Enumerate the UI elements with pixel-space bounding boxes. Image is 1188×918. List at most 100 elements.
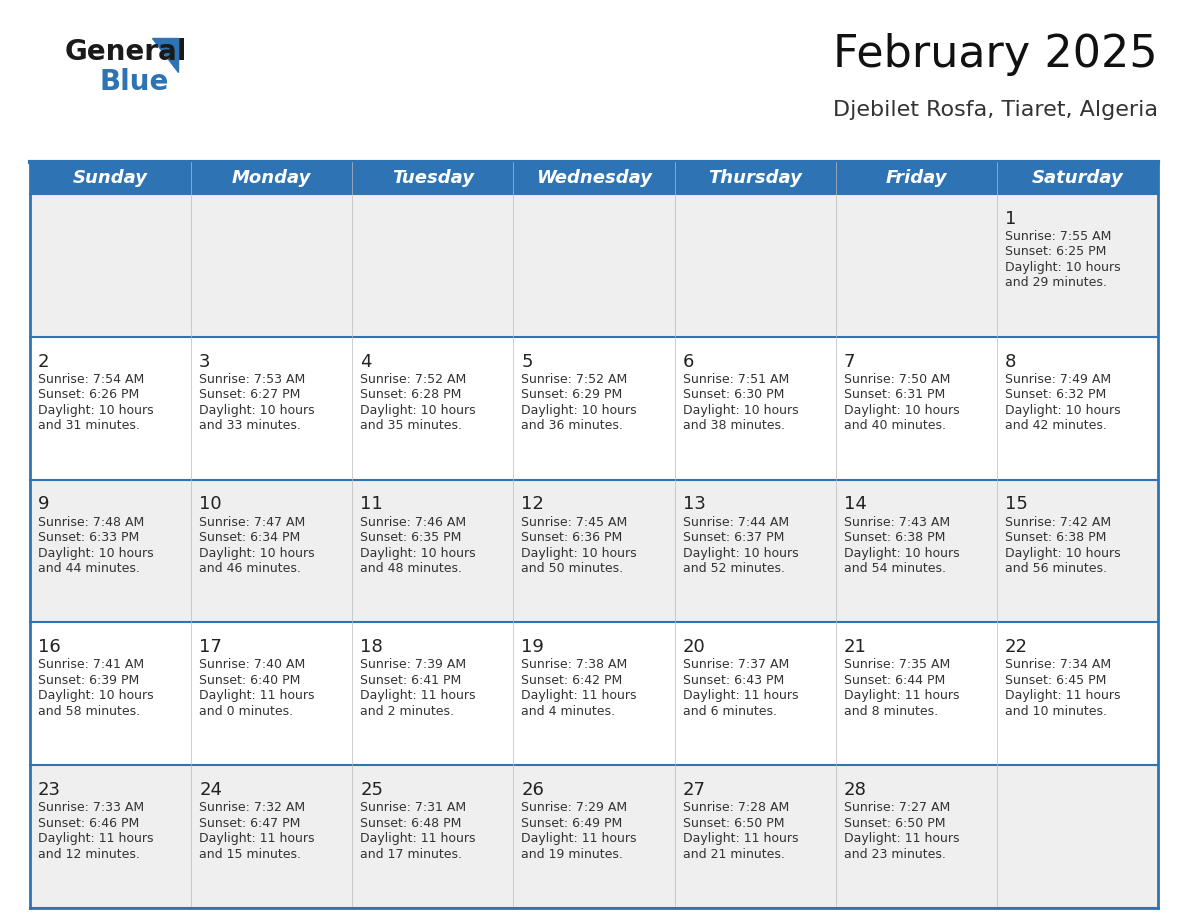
Text: Sunrise: 7:32 AM: Sunrise: 7:32 AM	[200, 801, 305, 814]
Text: 18: 18	[360, 638, 383, 656]
Text: and 17 minutes.: and 17 minutes.	[360, 847, 462, 860]
Text: Wednesday: Wednesday	[536, 169, 652, 187]
Text: Sunrise: 7:41 AM: Sunrise: 7:41 AM	[38, 658, 144, 671]
Text: and 48 minutes.: and 48 minutes.	[360, 562, 462, 575]
Text: Sunset: 6:36 PM: Sunset: 6:36 PM	[522, 531, 623, 544]
Text: Sunrise: 7:47 AM: Sunrise: 7:47 AM	[200, 516, 305, 529]
Text: and 4 minutes.: and 4 minutes.	[522, 705, 615, 718]
Text: Sunset: 6:30 PM: Sunset: 6:30 PM	[683, 388, 784, 401]
Text: and 12 minutes.: and 12 minutes.	[38, 847, 140, 860]
Text: and 31 minutes.: and 31 minutes.	[38, 420, 140, 432]
Text: 8: 8	[1005, 353, 1016, 371]
Text: Sunrise: 7:34 AM: Sunrise: 7:34 AM	[1005, 658, 1111, 671]
Text: Sunset: 6:34 PM: Sunset: 6:34 PM	[200, 531, 301, 544]
Text: Sunset: 6:49 PM: Sunset: 6:49 PM	[522, 817, 623, 830]
Text: Daylight: 10 hours: Daylight: 10 hours	[1005, 546, 1120, 559]
Text: 25: 25	[360, 781, 384, 799]
Text: and 8 minutes.: and 8 minutes.	[843, 705, 937, 718]
Text: 11: 11	[360, 496, 383, 513]
Bar	[30, 479, 1158, 622]
Text: Daylight: 10 hours: Daylight: 10 hours	[683, 546, 798, 559]
Text: Daylight: 11 hours: Daylight: 11 hours	[200, 689, 315, 702]
Text: Daylight: 10 hours: Daylight: 10 hours	[522, 546, 637, 559]
Text: and 19 minutes.: and 19 minutes.	[522, 847, 624, 860]
Text: Sunrise: 7:38 AM: Sunrise: 7:38 AM	[522, 658, 627, 671]
Polygon shape	[152, 38, 178, 72]
Text: Daylight: 10 hours: Daylight: 10 hours	[200, 546, 315, 559]
Text: and 15 minutes.: and 15 minutes.	[200, 847, 301, 860]
Text: Daylight: 11 hours: Daylight: 11 hours	[522, 832, 637, 845]
Text: Sunset: 6:39 PM: Sunset: 6:39 PM	[38, 674, 139, 687]
Text: Friday: Friday	[885, 169, 947, 187]
Text: 19: 19	[522, 638, 544, 656]
Text: Sunset: 6:48 PM: Sunset: 6:48 PM	[360, 817, 462, 830]
Text: 3: 3	[200, 353, 210, 371]
Text: Sunset: 6:29 PM: Sunset: 6:29 PM	[522, 388, 623, 401]
Text: Blue: Blue	[100, 68, 170, 96]
Text: 1: 1	[1005, 209, 1016, 228]
Text: Sunset: 6:50 PM: Sunset: 6:50 PM	[683, 817, 784, 830]
Text: Sunrise: 7:53 AM: Sunrise: 7:53 AM	[200, 373, 305, 386]
Text: Sunrise: 7:43 AM: Sunrise: 7:43 AM	[843, 516, 950, 529]
Text: Sunset: 6:40 PM: Sunset: 6:40 PM	[200, 674, 301, 687]
Text: and 52 minutes.: and 52 minutes.	[683, 562, 784, 575]
Text: and 44 minutes.: and 44 minutes.	[38, 562, 140, 575]
Text: Sunset: 6:31 PM: Sunset: 6:31 PM	[843, 388, 944, 401]
Text: Sunrise: 7:44 AM: Sunrise: 7:44 AM	[683, 516, 789, 529]
Text: Daylight: 10 hours: Daylight: 10 hours	[38, 404, 153, 417]
Text: Daylight: 10 hours: Daylight: 10 hours	[38, 689, 153, 702]
Text: Sunset: 6:27 PM: Sunset: 6:27 PM	[200, 388, 301, 401]
Text: Sunset: 6:42 PM: Sunset: 6:42 PM	[522, 674, 623, 687]
Text: Sunset: 6:28 PM: Sunset: 6:28 PM	[360, 388, 462, 401]
Text: Sunrise: 7:52 AM: Sunrise: 7:52 AM	[360, 373, 467, 386]
Text: Sunset: 6:26 PM: Sunset: 6:26 PM	[38, 388, 139, 401]
Text: Sunset: 6:32 PM: Sunset: 6:32 PM	[1005, 388, 1106, 401]
Text: Sunrise: 7:31 AM: Sunrise: 7:31 AM	[360, 801, 467, 814]
Text: Djebilet Rosfa, Tiaret, Algeria: Djebilet Rosfa, Tiaret, Algeria	[833, 100, 1158, 120]
Text: 13: 13	[683, 496, 706, 513]
Text: and 2 minutes.: and 2 minutes.	[360, 705, 454, 718]
Text: 15: 15	[1005, 496, 1028, 513]
Text: and 36 minutes.: and 36 minutes.	[522, 420, 624, 432]
Text: 14: 14	[843, 496, 866, 513]
Text: 4: 4	[360, 353, 372, 371]
Text: Daylight: 10 hours: Daylight: 10 hours	[1005, 261, 1120, 274]
Text: Daylight: 10 hours: Daylight: 10 hours	[522, 404, 637, 417]
Text: Sunrise: 7:50 AM: Sunrise: 7:50 AM	[843, 373, 950, 386]
Text: and 40 minutes.: and 40 minutes.	[843, 420, 946, 432]
Text: 9: 9	[38, 496, 50, 513]
Text: February 2025: February 2025	[833, 33, 1158, 76]
Text: and 50 minutes.: and 50 minutes.	[522, 562, 624, 575]
Text: 27: 27	[683, 781, 706, 799]
Text: Daylight: 11 hours: Daylight: 11 hours	[360, 689, 475, 702]
Text: Sunrise: 7:42 AM: Sunrise: 7:42 AM	[1005, 516, 1111, 529]
Text: 16: 16	[38, 638, 61, 656]
Text: Sunset: 6:25 PM: Sunset: 6:25 PM	[1005, 245, 1106, 258]
Text: Daylight: 10 hours: Daylight: 10 hours	[683, 404, 798, 417]
Bar	[30, 766, 1158, 908]
Text: Daylight: 10 hours: Daylight: 10 hours	[200, 404, 315, 417]
Text: Daylight: 10 hours: Daylight: 10 hours	[843, 404, 960, 417]
Text: Sunrise: 7:48 AM: Sunrise: 7:48 AM	[38, 516, 144, 529]
Bar	[30, 162, 1158, 194]
Text: Monday: Monday	[232, 169, 311, 187]
Text: Sunrise: 7:29 AM: Sunrise: 7:29 AM	[522, 801, 627, 814]
Bar	[30, 622, 1158, 766]
Text: 20: 20	[683, 638, 706, 656]
Text: General: General	[65, 38, 188, 66]
Text: Saturday: Saturday	[1031, 169, 1124, 187]
Text: Sunrise: 7:46 AM: Sunrise: 7:46 AM	[360, 516, 467, 529]
Text: Sunset: 6:33 PM: Sunset: 6:33 PM	[38, 531, 139, 544]
Text: 2: 2	[38, 353, 50, 371]
Text: Daylight: 11 hours: Daylight: 11 hours	[360, 832, 475, 845]
Text: and 58 minutes.: and 58 minutes.	[38, 705, 140, 718]
Text: Sunrise: 7:40 AM: Sunrise: 7:40 AM	[200, 658, 305, 671]
Bar	[30, 337, 1158, 479]
Text: Daylight: 11 hours: Daylight: 11 hours	[200, 832, 315, 845]
Text: Daylight: 10 hours: Daylight: 10 hours	[1005, 404, 1120, 417]
Text: 10: 10	[200, 496, 222, 513]
Text: and 33 minutes.: and 33 minutes.	[200, 420, 301, 432]
Text: 21: 21	[843, 638, 866, 656]
Text: Daylight: 11 hours: Daylight: 11 hours	[38, 832, 153, 845]
Text: and 23 minutes.: and 23 minutes.	[843, 847, 946, 860]
